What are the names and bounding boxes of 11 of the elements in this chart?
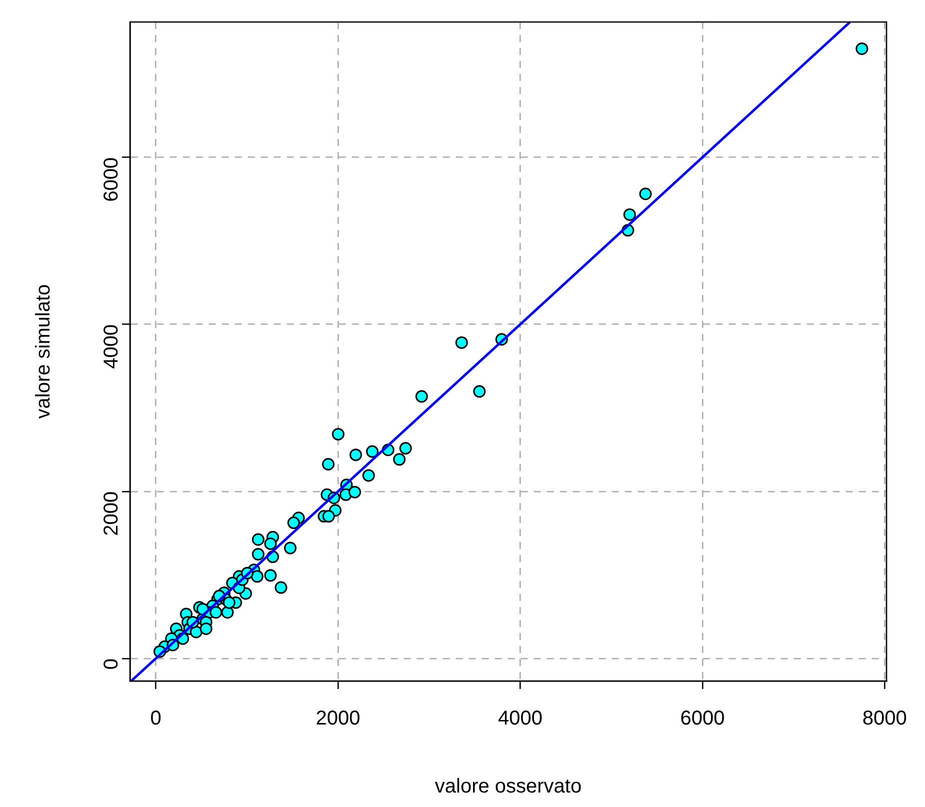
x-tick-label: 8000 <box>862 708 907 730</box>
y-tick-label: 0 <box>100 658 123 670</box>
x-tick-label: 2000 <box>316 708 360 730</box>
x-axis-title: valore osservato <box>434 776 582 798</box>
y-axis-title: valore simulato <box>32 284 55 419</box>
y-tick-label: 6000 <box>100 157 123 202</box>
y-tick-label: 4000 <box>100 324 123 369</box>
y-tick-label: 2000 <box>100 491 123 536</box>
x-tick-label: 0 <box>150 708 162 730</box>
x-tick-label: 4000 <box>498 708 542 730</box>
x-tick-label: 6000 <box>680 708 725 730</box>
